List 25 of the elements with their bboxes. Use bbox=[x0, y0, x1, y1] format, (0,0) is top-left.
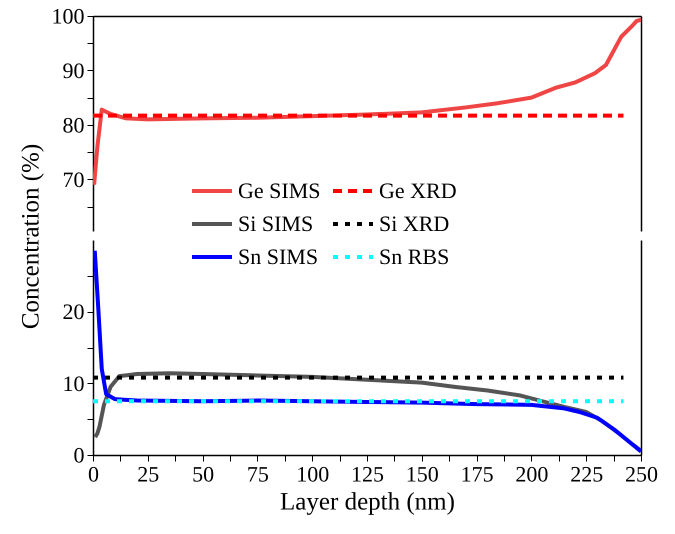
x-tick-label: 25 bbox=[137, 462, 160, 486]
x-axis-title: Layer depth (nm) bbox=[280, 488, 455, 516]
y-tick-label: 10 bbox=[62, 370, 84, 396]
legend-label: Si XRD bbox=[379, 211, 450, 236]
x-tick-label: 125 bbox=[351, 462, 384, 486]
legend-label: Ge XRD bbox=[379, 178, 457, 203]
x-tick-label: 150 bbox=[406, 462, 439, 486]
y-tick-label: 20 bbox=[62, 299, 84, 324]
x-tick-label: 100 bbox=[296, 462, 330, 486]
y-tick-label: 100 bbox=[52, 4, 84, 28]
x-tick-label: 175 bbox=[460, 462, 494, 486]
x-tick-label: 75 bbox=[246, 462, 269, 486]
legend-label: Sn SIMS bbox=[238, 244, 318, 269]
legend-label: Sn RBS bbox=[379, 244, 450, 269]
y-axis-title: Concentration (%) bbox=[18, 144, 44, 330]
legend-label: Si SIMS bbox=[238, 211, 314, 236]
y-tick-label: 70 bbox=[62, 166, 84, 192]
x-tick-label: 250 bbox=[625, 462, 658, 486]
x-tick-label: 200 bbox=[515, 462, 548, 486]
x-tick-label: 50 bbox=[192, 462, 214, 486]
legend-label: Ge SIMS bbox=[238, 178, 321, 203]
y-tick-label: 90 bbox=[62, 58, 84, 83]
y-tick-label: 80 bbox=[62, 112, 84, 138]
x-tick-label: 225 bbox=[570, 462, 604, 486]
y-tick-label: 0 bbox=[74, 442, 84, 468]
